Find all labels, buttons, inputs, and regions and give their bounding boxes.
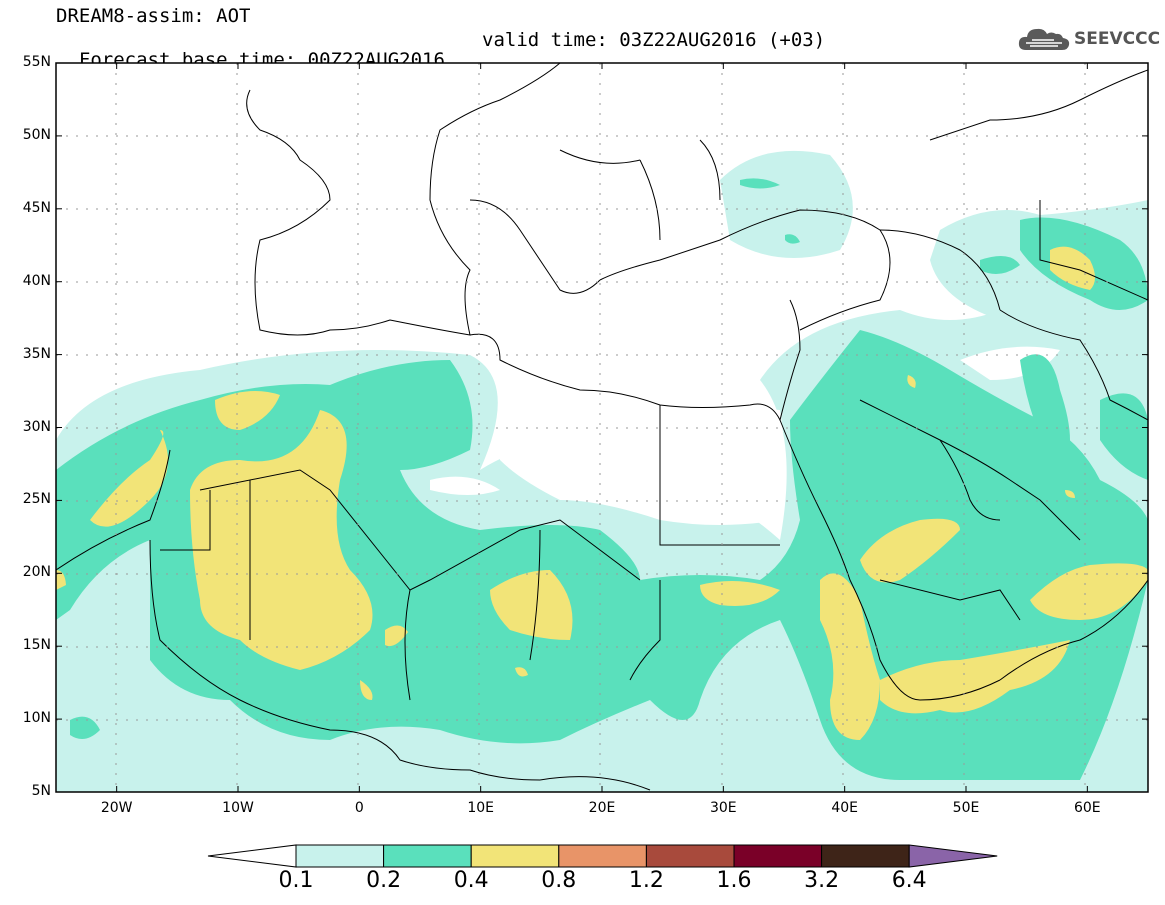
lon-label: 40E xyxy=(831,800,858,816)
colorbar-label: 3.2 xyxy=(804,868,840,893)
cloud-icon xyxy=(1018,28,1070,50)
aot-field xyxy=(56,63,1148,792)
colorbar-label: 0.1 xyxy=(278,868,314,893)
colorbar-max-arrow xyxy=(908,844,998,868)
map-title: DREAM8-assim: AOT xyxy=(56,5,251,27)
lat-label: 30N xyxy=(22,418,51,435)
colorbar-label: 0.8 xyxy=(541,868,577,893)
lon-label: 20E xyxy=(588,800,616,816)
colorbar-segment xyxy=(645,844,735,868)
lon-label: 0 xyxy=(354,800,364,816)
lon-label: 50E xyxy=(952,800,980,816)
colorbar-segment xyxy=(383,844,472,868)
colorbar-segment xyxy=(733,844,823,868)
colorbar-segment xyxy=(470,844,560,868)
lat-label: 40N xyxy=(22,272,51,289)
colorbar-segment xyxy=(295,844,385,868)
valid-time: valid time: 03Z22AUG2016 (+03) xyxy=(482,29,826,51)
colorbar-label: 1.2 xyxy=(628,868,664,893)
lat-label: 55N xyxy=(22,54,51,70)
lon-label: 10E xyxy=(467,800,494,816)
lat-label: 50N xyxy=(22,126,51,143)
logo-text: SEEVCCC xyxy=(1074,29,1161,49)
lat-label: 5N xyxy=(31,783,51,799)
lat-label: 20N xyxy=(22,564,51,581)
colorbar-segment xyxy=(558,844,647,868)
lat-label: 10N xyxy=(22,710,51,727)
lon-label: 20W xyxy=(100,800,133,816)
lat-label: 45N xyxy=(22,199,51,216)
lat-label: 25N xyxy=(22,491,51,508)
lon-label: 30E xyxy=(709,800,737,816)
colorbar-label: 1.6 xyxy=(716,868,752,893)
colorbar-label: 0.4 xyxy=(453,868,489,893)
lon-label: 60E xyxy=(1073,800,1101,816)
colorbar-label: 6.4 xyxy=(891,868,927,893)
lat-label: 35N xyxy=(22,345,51,362)
lon-label: 10W xyxy=(222,800,254,816)
lat-label: 15N xyxy=(22,637,51,654)
colorbar-segment xyxy=(821,844,910,868)
colorbar-label: 0.2 xyxy=(366,868,402,893)
colorbar-min-arrow xyxy=(207,844,297,868)
seevccc-logo: SEEVCCC xyxy=(1018,26,1160,52)
